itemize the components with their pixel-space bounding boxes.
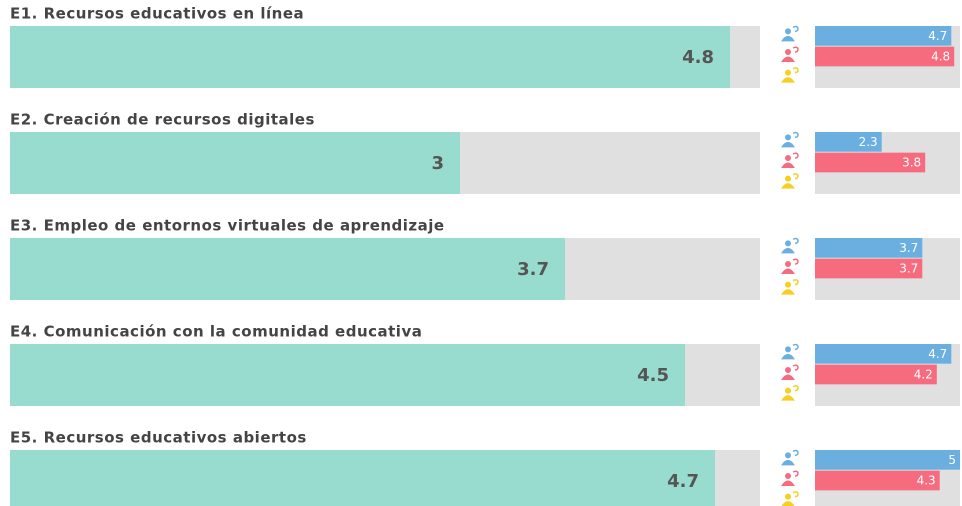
person-icon-head: [785, 49, 791, 55]
breakdown-bar: [815, 152, 926, 173]
panel: E5. Recursos educativos abiertos 4.7 5 4.3: [10, 429, 960, 506]
panel: E4. Comunicación con la comunidad educat…: [10, 323, 960, 406]
breakdown-label: 4.2: [914, 368, 933, 382]
person-icon-head: [785, 281, 791, 288]
breakdown-bar: [815, 238, 923, 258]
person-icon-body: [781, 162, 795, 168]
person-icon-body: [781, 247, 795, 254]
breakdown-label: 4.7: [928, 347, 947, 361]
breakdown-bar: [815, 450, 960, 470]
bar: [10, 450, 715, 506]
person-icon-body: [781, 480, 795, 486]
person-icon-mark: [792, 364, 799, 371]
breakdown-bar: [815, 46, 955, 67]
bar: [10, 344, 685, 406]
person-icon-body: [781, 289, 795, 295]
person-icon-mark: [792, 237, 799, 245]
person-icon-head: [785, 452, 791, 459]
person-icon-body: [781, 35, 795, 42]
panel-title: E1. Recursos educativos en línea: [10, 5, 304, 23]
person-icon-head: [785, 240, 791, 247]
person-icon-mark: [792, 258, 799, 265]
breakdown-bar: [815, 132, 882, 152]
person-icon-head: [785, 367, 791, 373]
breakdown-label: 3.8: [902, 156, 921, 170]
person-icon-body: [781, 374, 795, 380]
panel: E1. Recursos educativos en línea 4.8 4.7 4.…: [10, 5, 960, 88]
person-icon-mark: [792, 343, 799, 351]
breakdown-bar: [815, 364, 937, 385]
panel-title: E4. Comunicación con la comunidad educat…: [10, 323, 422, 341]
person-icon-head: [785, 28, 791, 35]
bar-label: 3: [431, 153, 444, 174]
breakdown-label: 4.3: [917, 474, 936, 488]
person-icon-mark: [792, 46, 799, 53]
breakdown-label: 4.8: [931, 50, 950, 64]
panel-title: E5. Recursos educativos abiertos: [10, 429, 307, 447]
panel: E2. Creación de recursos digitales 3 2.3 3.…: [10, 111, 960, 194]
person-icon-head: [785, 261, 791, 267]
person-icon-mark: [792, 385, 799, 392]
person-icon-body: [781, 268, 795, 274]
person-icon-mark: [792, 491, 799, 498]
bar-label: 4.8: [682, 47, 714, 68]
bar: [10, 238, 565, 300]
person-icon-head: [785, 473, 791, 479]
panel-title: E3. Empleo de entornos virtuales de apre…: [10, 217, 445, 235]
person-icon-head: [785, 69, 791, 76]
breakdown-label: 5: [948, 453, 956, 467]
bar: [10, 26, 730, 88]
breakdown-bar: [815, 344, 952, 364]
person-icon-head: [785, 155, 791, 161]
breakdown-bar: [815, 470, 940, 491]
person-icon-mark: [792, 131, 799, 139]
person-icon-head: [785, 134, 791, 141]
person-icon-mark: [792, 152, 799, 159]
bar: [10, 132, 460, 194]
person-icon-head: [785, 387, 791, 394]
person-icon-body: [781, 395, 795, 401]
breakdown-label: 3.7: [899, 241, 918, 255]
person-icon-mark: [792, 279, 799, 286]
breakdown-label: 3.7: [899, 262, 918, 276]
person-icon-body: [781, 141, 795, 148]
panel: E3. Empleo de entornos virtuales de apre…: [10, 217, 960, 300]
breakdown-label: 2.3: [859, 135, 878, 149]
person-icon-mark: [792, 449, 799, 457]
bar-label: 4.5: [637, 365, 669, 386]
person-icon-body: [781, 56, 795, 62]
person-icon-mark: [792, 25, 799, 33]
breakdown-label: 4.7: [928, 29, 947, 43]
bar-label: 4.7: [667, 471, 699, 492]
panel-title: E2. Creación de recursos digitales: [10, 111, 315, 129]
breakdown-bar: [815, 26, 952, 46]
bar-label: 3.7: [517, 259, 549, 280]
person-icon-body: [781, 459, 795, 466]
person-icon-mark: [792, 67, 799, 74]
person-icon-body: [781, 501, 795, 506]
person-icon-body: [781, 77, 795, 83]
breakdown-bar: [815, 258, 923, 279]
person-icon-body: [781, 183, 795, 189]
person-icon-head: [785, 175, 791, 182]
person-icon-head: [785, 493, 791, 500]
person-icon-mark: [792, 173, 799, 180]
person-icon-head: [785, 346, 791, 353]
person-icon-mark: [792, 470, 799, 477]
person-icon-body: [781, 353, 795, 360]
